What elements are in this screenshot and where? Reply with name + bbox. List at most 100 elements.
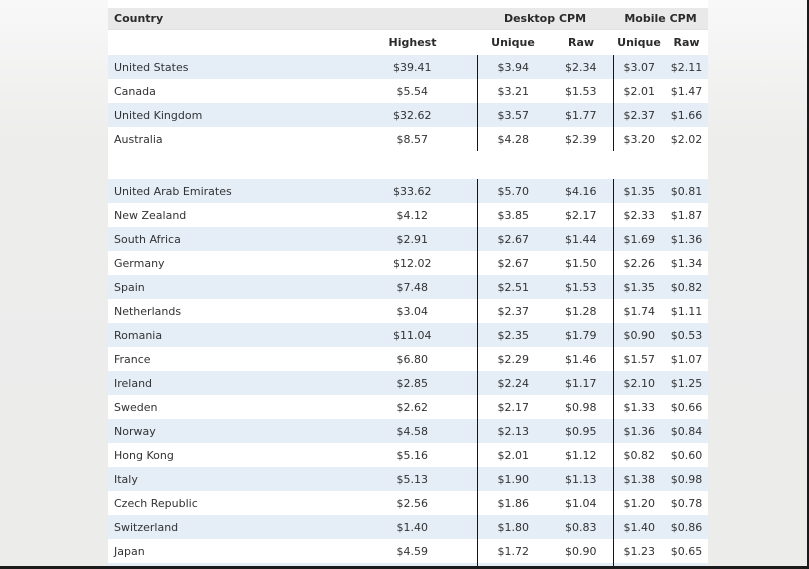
country-cell: Ireland <box>108 371 348 395</box>
desktop-raw-cell: $0.98 <box>565 400 597 414</box>
mobile-unique-cell: $1.36 <box>612 419 665 443</box>
mobile-raw-cell: $1.47 <box>670 84 703 98</box>
table-row: Norway $4.58 $2.13 $0.95 $1.36 $0.84 <box>108 419 708 443</box>
highest-cell: $3.04 <box>396 304 429 318</box>
desktop-unique-cell: $2.35 <box>476 323 549 347</box>
mobile-unique-cell: $1.69 <box>612 227 665 251</box>
mobile-raw-cell: $0.66 <box>670 400 703 414</box>
highest-cell: $5.13 <box>348 467 477 491</box>
clipped-cell <box>476 563 549 566</box>
country-cell: Switzerland <box>108 515 348 539</box>
mobile-raw-cell: $1.34 <box>670 256 703 270</box>
country-cell: Canada <box>114 84 156 98</box>
table-row: Canada $5.54 $3.21 $1.53 $2.01 $1.47 <box>108 79 708 103</box>
desktop-unique-cell: $1.86 <box>476 491 549 515</box>
table-row: Spain $7.48 $2.51 $1.53 $1.35 $0.82 <box>108 275 708 299</box>
desktop-raw-cell: $2.34 <box>549 55 613 79</box>
mobile-raw-cell: $1.07 <box>670 352 703 366</box>
mobile-unique-cell: $1.20 <box>612 491 665 515</box>
desktop-raw-cell: $1.50 <box>565 256 597 270</box>
column-group-mobile-cpm: Mobile CPM <box>613 8 708 30</box>
mobile-raw-cell: $0.53 <box>665 323 708 347</box>
table-gap-row <box>108 151 708 179</box>
desktop-raw-cell: $1.79 <box>549 323 613 347</box>
desktop-unique-cell: $2.13 <box>476 419 549 443</box>
country-cell: Sweden <box>114 400 158 414</box>
clipped-cell <box>612 563 665 566</box>
country-cell: United States <box>108 55 348 79</box>
country-cell: Germany <box>114 256 165 270</box>
mobile-raw-cell: $0.81 <box>665 179 708 203</box>
desktop-raw-cell: $1.44 <box>549 227 613 251</box>
clipped-cell <box>549 563 613 566</box>
desktop-unique-cell: $1.80 <box>476 515 549 539</box>
highest-cell: $11.04 <box>348 323 477 347</box>
highest-cell: $1.40 <box>348 515 477 539</box>
mobile-raw-cell: $1.87 <box>670 208 703 222</box>
desktop-raw-cell: $1.12 <box>565 448 597 462</box>
column-header-mobile-raw: Raw <box>665 29 708 55</box>
desktop-unique-cell: $2.29 <box>476 347 549 371</box>
column-group-desktop-cpm: Desktop CPM <box>477 8 613 30</box>
mobile-raw-cell: $1.25 <box>665 371 708 395</box>
desktop-raw-cell: $1.53 <box>549 275 613 299</box>
mobile-unique-cell: $2.33 <box>612 203 665 227</box>
country-cell: Japan <box>114 544 145 558</box>
desktop-raw-cell: $0.83 <box>549 515 613 539</box>
desktop-unique-cell: $2.24 <box>476 371 549 395</box>
cpm-table-panel: Country Desktop CPM Mobile CPM Highest U… <box>108 0 708 566</box>
mobile-unique-cell: $1.35 <box>612 179 665 203</box>
mobile-unique-cell: $1.23 <box>612 539 665 563</box>
country-cell: Romania <box>108 323 348 347</box>
desktop-raw-cell: $1.53 <box>565 84 597 98</box>
mobile-unique-cell: $0.90 <box>612 323 665 347</box>
table-row: France $6.80 $2.29 $1.46 $1.57 $1.07 <box>108 347 708 371</box>
mobile-unique-cell: $3.20 <box>612 127 665 151</box>
highest-cell: $32.62 <box>348 103 477 127</box>
desktop-unique-cell: $2.67 <box>476 227 549 251</box>
desktop-raw-cell: $0.90 <box>565 544 597 558</box>
desktop-raw-cell: $4.16 <box>549 179 613 203</box>
desktop-raw-cell: $2.39 <box>565 132 597 146</box>
mobile-raw-cell: $0.82 <box>665 275 708 299</box>
highest-cell: $4.59 <box>396 544 429 558</box>
mobile-raw-cell: $1.66 <box>665 103 708 127</box>
clipped-cell <box>348 563 477 566</box>
mobile-unique-cell: $1.40 <box>612 515 665 539</box>
desktop-unique-cell: $3.21 <box>476 79 549 103</box>
table-row: Germany $12.02 $2.67 $1.50 $2.26 $1.34 <box>108 251 708 275</box>
desktop-unique-cell: $1.72 <box>476 539 549 563</box>
mobile-unique-cell: $1.57 <box>612 347 665 371</box>
country-cell: Czech Republic <box>114 496 198 510</box>
mobile-unique-cell: $1.33 <box>612 395 665 419</box>
country-cell: Norway <box>108 419 348 443</box>
highest-cell: $5.54 <box>396 84 429 98</box>
table-row: Romania $11.04 $2.35 $1.79 $0.90 $0.53 <box>108 323 708 347</box>
table-gap-cell <box>108 151 708 179</box>
table-row: United Kingdom $32.62 $3.57 $1.77 $2.37 $1.66 <box>108 103 708 127</box>
country-cell: South Africa <box>108 227 348 251</box>
table-row: Netherlands $3.04 $2.37 $1.28 $1.74 $1.11 <box>108 299 708 323</box>
clipped-cell <box>665 563 708 566</box>
desktop-raw-cell: $0.95 <box>549 419 613 443</box>
column-header-country: Country <box>108 8 477 30</box>
highest-cell: $7.48 <box>348 275 477 299</box>
desktop-unique-cell: $3.57 <box>476 103 549 127</box>
table-row-clipped <box>108 563 708 566</box>
table-row: Czech Republic $2.56 $1.86 $1.04 $1.20 $0.78 <box>108 491 708 515</box>
highest-cell: $4.12 <box>396 208 429 222</box>
mobile-unique-cell: $1.38 <box>612 467 665 491</box>
mobile-unique-cell: $1.74 <box>612 299 665 323</box>
desktop-unique-cell: $5.70 <box>476 179 549 203</box>
mobile-raw-cell: $2.11 <box>665 55 708 79</box>
highest-cell: $39.41 <box>348 55 477 79</box>
country-cell: France <box>114 352 151 366</box>
mobile-raw-cell: $2.02 <box>670 132 703 146</box>
mobile-raw-cell: $0.78 <box>670 496 703 510</box>
desktop-unique-cell: $1.90 <box>476 467 549 491</box>
country-cell: New Zealand <box>114 208 187 222</box>
country-cell: Spain <box>108 275 348 299</box>
mobile-unique-cell: $2.26 <box>612 251 665 275</box>
table-row: New Zealand $4.12 $3.85 $2.17 $2.33 $1.87 <box>108 203 708 227</box>
